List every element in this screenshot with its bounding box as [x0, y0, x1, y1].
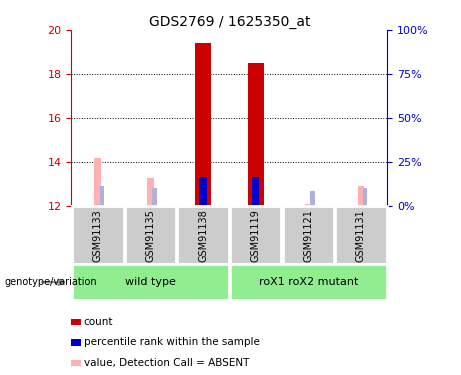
Bar	[100, 186, 104, 206]
Text: GSM91119: GSM91119	[251, 209, 260, 262]
Bar	[200, 180, 207, 206]
Text: count: count	[84, 316, 113, 327]
Text: GSM91121: GSM91121	[303, 209, 313, 262]
Bar	[195, 43, 211, 206]
Bar	[200, 177, 207, 206]
Bar	[177, 206, 229, 264]
Text: GSM91135: GSM91135	[145, 209, 155, 262]
Bar	[310, 191, 315, 206]
Text: genotype/variation: genotype/variation	[5, 277, 97, 287]
Bar	[248, 63, 264, 206]
Bar	[147, 178, 154, 206]
Bar	[230, 264, 387, 300]
Bar	[357, 186, 364, 206]
Bar	[252, 177, 259, 206]
Bar	[72, 264, 229, 300]
Bar	[72, 206, 124, 264]
Text: value, Detection Call = ABSENT: value, Detection Call = ABSENT	[84, 358, 249, 368]
Bar	[152, 188, 157, 206]
Bar	[95, 158, 101, 206]
Text: GSM91138: GSM91138	[198, 209, 208, 262]
Text: GSM91131: GSM91131	[356, 209, 366, 262]
Text: wild type: wild type	[125, 277, 176, 287]
Text: percentile rank within the sample: percentile rank within the sample	[84, 337, 260, 347]
Bar	[335, 206, 387, 264]
Bar	[124, 206, 176, 264]
Bar	[71, 319, 81, 325]
Bar	[252, 177, 259, 206]
Bar	[283, 206, 334, 264]
Text: roX1 roX2 mutant: roX1 roX2 mutant	[259, 277, 358, 287]
Bar	[230, 206, 282, 264]
Bar	[363, 188, 367, 206]
Bar	[71, 339, 81, 346]
Text: GSM91133: GSM91133	[93, 209, 103, 262]
Bar	[71, 360, 81, 366]
Title: GDS2769 / 1625350_at: GDS2769 / 1625350_at	[148, 15, 310, 29]
Bar	[305, 204, 312, 206]
